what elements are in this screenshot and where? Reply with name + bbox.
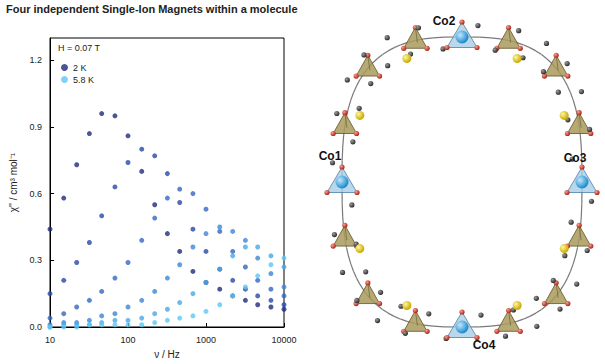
svg-text:1.2: 1.2 bbox=[29, 55, 42, 65]
svg-text:10: 10 bbox=[45, 335, 55, 345]
svg-text:H = 0.07 T: H = 0.07 T bbox=[58, 43, 101, 53]
svg-text:2 K: 2 K bbox=[73, 63, 87, 73]
svg-text:0.6: 0.6 bbox=[29, 189, 42, 199]
svg-text:10000: 10000 bbox=[271, 335, 296, 345]
svg-text:1000: 1000 bbox=[196, 335, 216, 345]
svg-text:χ'' / cm³ mol⁻¹: χ'' / cm³ mol⁻¹ bbox=[8, 152, 19, 212]
svg-text:ν / Hz: ν / Hz bbox=[154, 349, 180, 360]
svg-text:Co3: Co3 bbox=[564, 151, 587, 165]
svg-text:Co2: Co2 bbox=[433, 14, 456, 28]
svg-text:Co4: Co4 bbox=[473, 338, 496, 352]
html-text:Four independent Single-Ion Ma: Four independent Single-Ion Magnets with… bbox=[6, 3, 298, 15]
svg-text:0.3: 0.3 bbox=[29, 255, 42, 265]
svg-text:0.0: 0.0 bbox=[29, 322, 42, 332]
svg-text:5.8 K: 5.8 K bbox=[73, 75, 94, 85]
svg-text:100: 100 bbox=[120, 335, 135, 345]
svg-text:0.9: 0.9 bbox=[29, 122, 42, 132]
svg-text:Co1: Co1 bbox=[319, 149, 342, 163]
